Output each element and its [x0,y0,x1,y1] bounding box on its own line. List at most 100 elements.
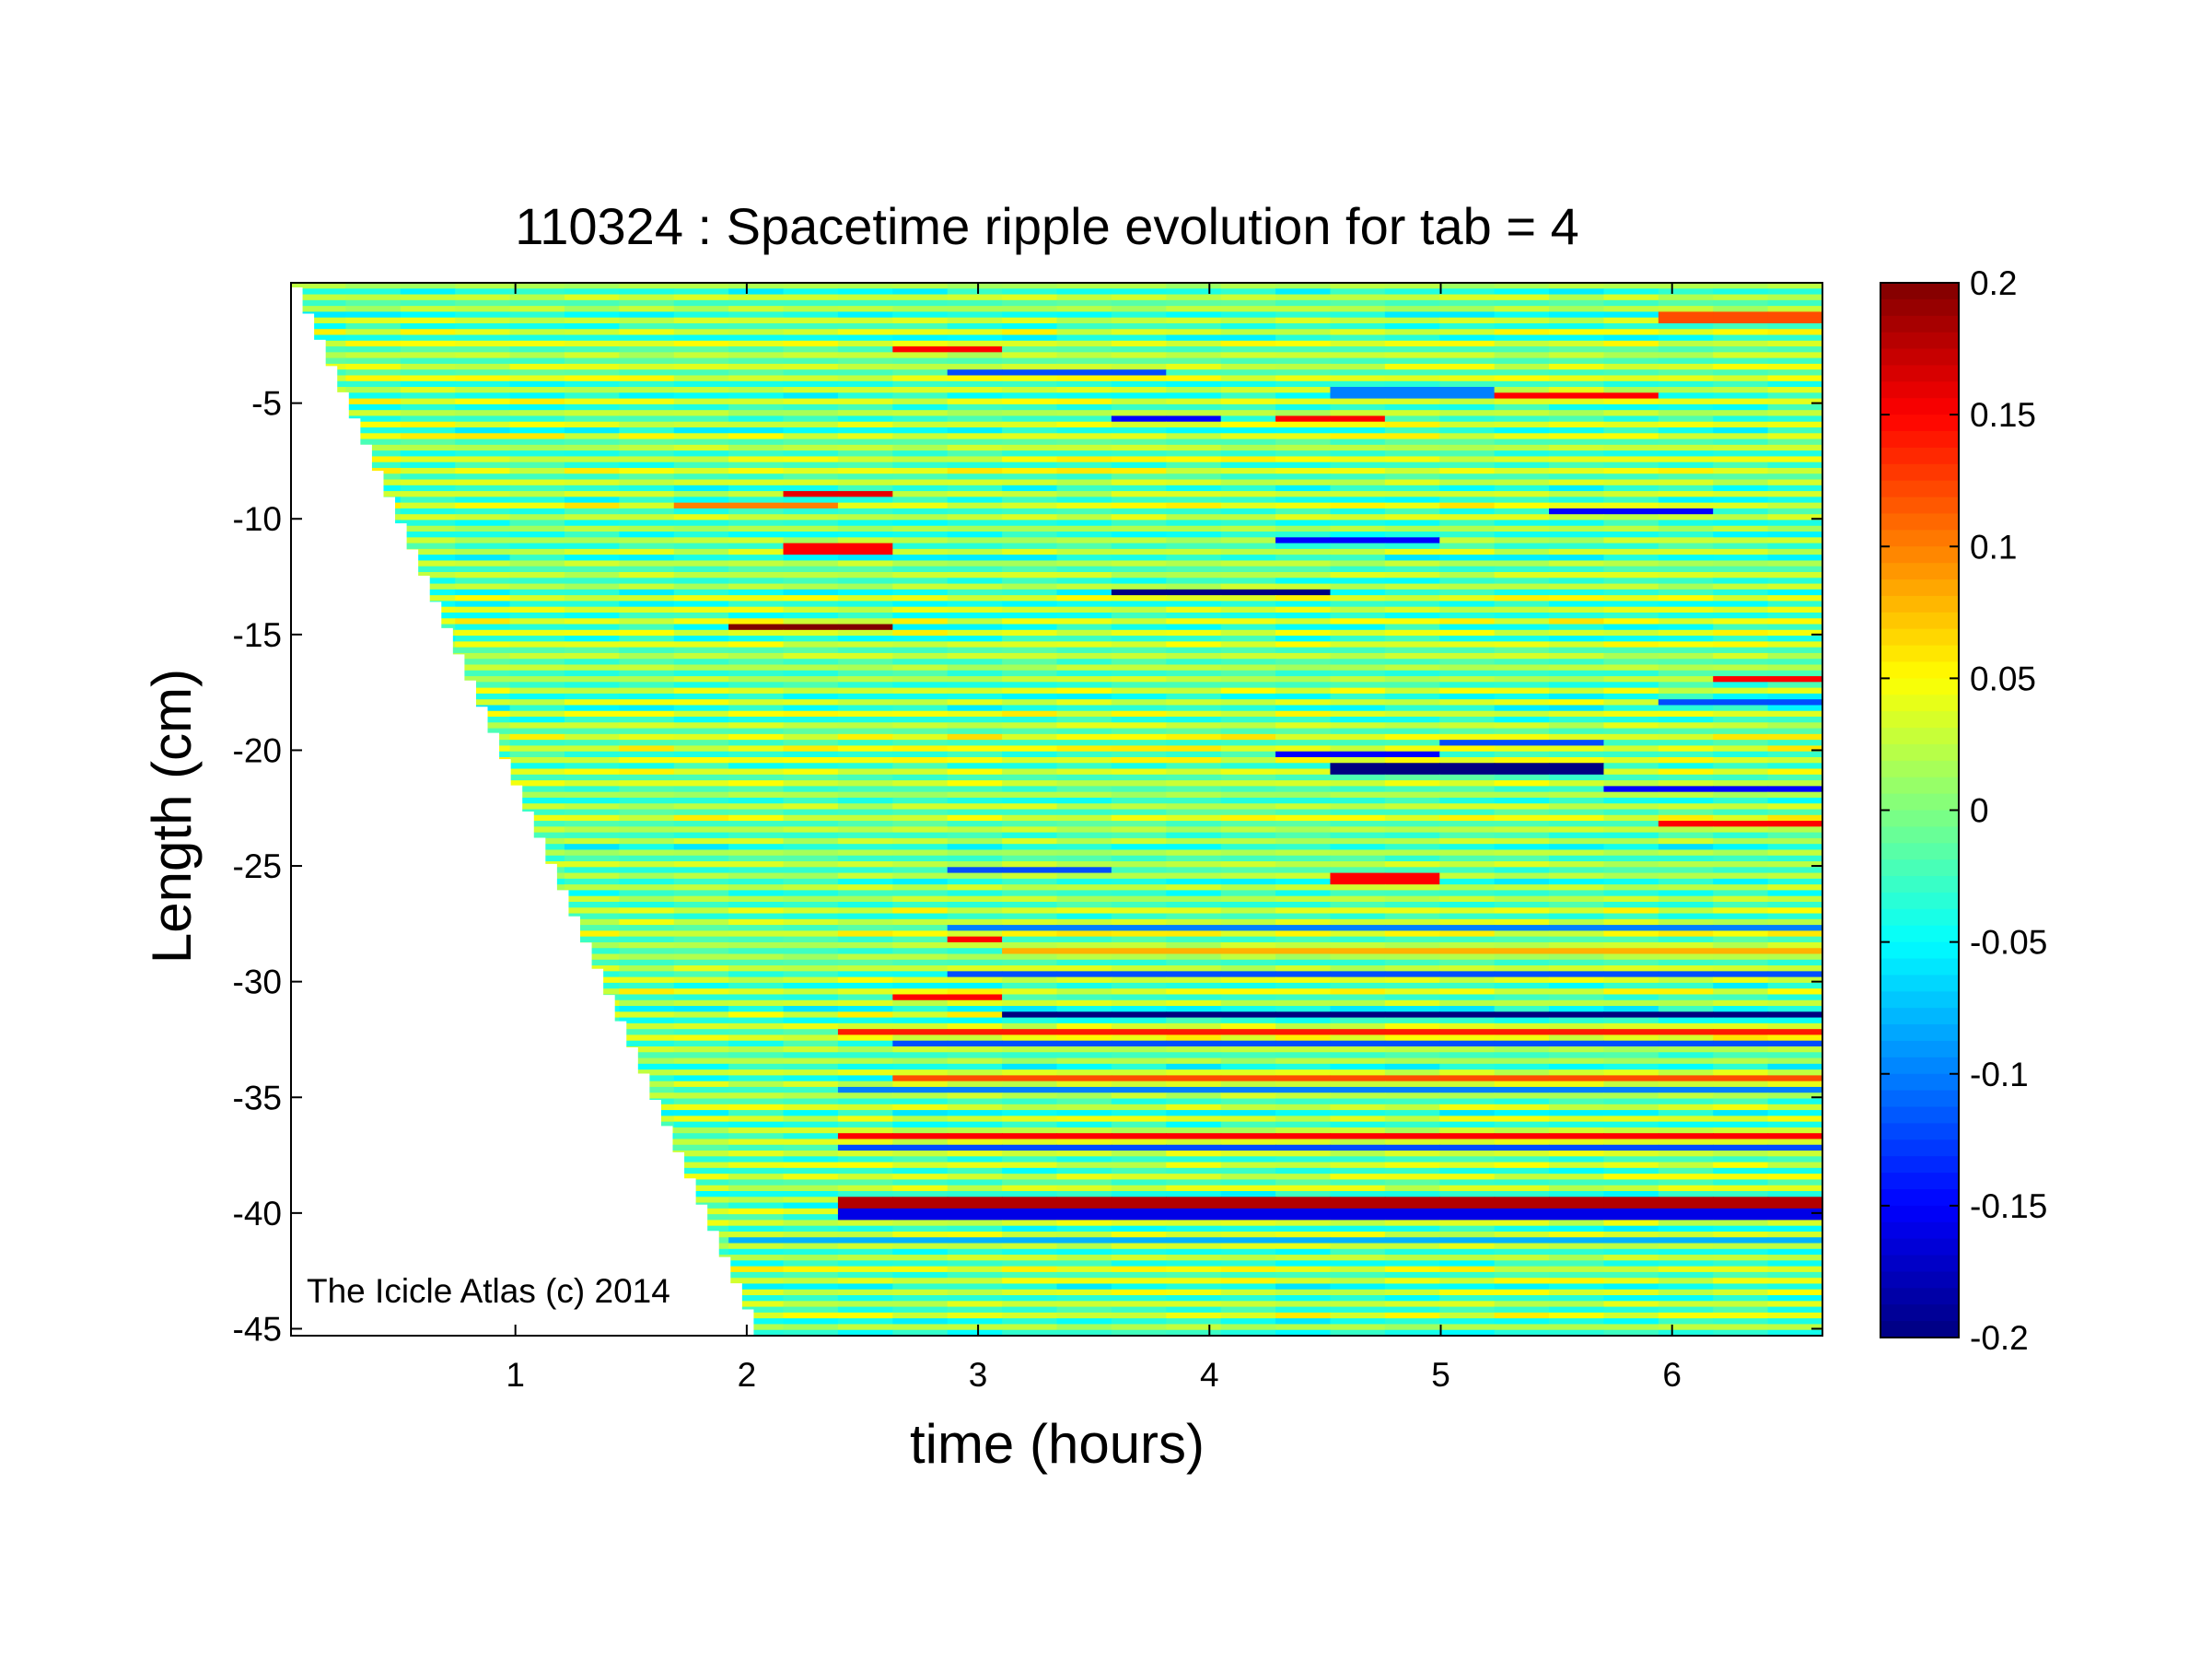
heat-cell [564,884,620,892]
heat-cell [673,959,729,966]
heat-cell [1002,814,1058,822]
heat-cell [1713,740,1769,747]
heat-cell [619,369,675,377]
heat-cell [837,1057,893,1065]
heat-cell [1056,357,1112,365]
heat-cell [673,612,729,619]
heat-cell [564,953,620,961]
heat-cell [1330,1185,1386,1192]
heat-cell [564,733,620,741]
heat-cell [783,479,839,486]
heat-cell [1056,756,1112,764]
heat-cell [1330,710,1386,718]
heat-cell [1275,717,1332,723]
heat-cell [1549,890,1605,897]
heat-cell [673,520,729,527]
heat-cell [837,456,893,463]
heat-cell [1384,832,1440,839]
heat-cell [1220,855,1276,862]
heat-cell [1056,294,1112,301]
heat-cell [1384,948,1440,955]
heat-cell [728,583,785,590]
heat-cell [1713,618,1769,625]
heat-cell [1056,560,1112,567]
heat-cell [1439,1069,1496,1076]
heat-cell [1439,936,1496,943]
heat-cell [1384,907,1440,915]
heat-cell [947,479,1003,486]
heat-cell [619,884,675,892]
heat-cell [1330,705,1386,712]
heat-cell [1439,953,1496,961]
heat-cell [455,555,511,562]
heat-cell [1166,1075,1222,1082]
heat-cell [837,427,893,434]
heat-cell [1056,283,1112,289]
heat-cell [1603,913,1659,920]
heat-cell [1330,664,1386,672]
heat-cell [1384,497,1440,504]
heat-cell [564,832,620,839]
heat-cell [1713,699,1769,707]
heat-cell [564,918,620,926]
heat-cell [1603,682,1659,689]
heat-cell [455,352,511,359]
heat-cell [1330,479,1386,486]
heat-cell [1549,352,1605,359]
heat-cell [947,901,1003,908]
heat-cell [1330,1092,1386,1100]
heat-cell [1002,572,1058,578]
heat-cell [1549,334,1605,342]
heat-cell [1111,1208,1167,1215]
heat-cell [947,670,1003,677]
heat-cell [1549,941,1605,949]
heat-cell [400,283,456,289]
heat-cell [728,398,785,405]
heat-cell [1549,555,1605,562]
heat-cell [1275,1057,1332,1065]
heat-cell [1275,1295,1332,1302]
heat-cell [892,682,949,689]
heat-cell [1603,728,1659,735]
heat-cell [1384,1046,1440,1053]
heat-cell [1603,589,1659,596]
heat-cell [619,624,675,631]
heat-cell [783,994,839,1001]
heat-cell [837,647,893,654]
heat-cell [1549,329,1605,336]
heat-cell [564,710,620,718]
heat-cell [1767,699,1823,707]
heat-cell [837,288,893,296]
heat-cell [1384,403,1440,411]
heat-cell [1713,687,1769,695]
heat-cell [619,705,675,712]
heat-cell [1275,1046,1332,1053]
heat-cell [1111,740,1167,747]
heat-cell [1384,786,1440,793]
heat-cell [564,895,620,903]
heat-cell [1713,438,1769,446]
heat-cell [1384,849,1440,857]
heat-cell [1494,641,1550,648]
heat-cell [1494,612,1550,619]
heat-cell [1384,774,1440,781]
heat-cell [1275,1214,1332,1221]
heat-cell [1275,641,1332,648]
heat-cell [1439,1266,1496,1273]
heat-cell [728,497,785,504]
heat-cell [1494,398,1550,405]
heat-cell [1384,1174,1440,1181]
heat-cell [947,1144,1003,1151]
heat-cell [509,641,565,648]
heat-cell [1275,930,1332,938]
heat-cell [619,572,675,578]
heat-cell [1767,306,1823,312]
heat-cell [1439,543,1496,550]
heat-cell [1384,1306,1440,1314]
heat-cell [619,1069,675,1076]
chart-title: 110324 : Spacetime ripple evolution for … [515,197,1579,255]
heat-cell [1330,768,1386,776]
heat-cell [892,965,949,972]
heat-cell [1002,583,1058,590]
heat-cell [1713,867,1769,874]
